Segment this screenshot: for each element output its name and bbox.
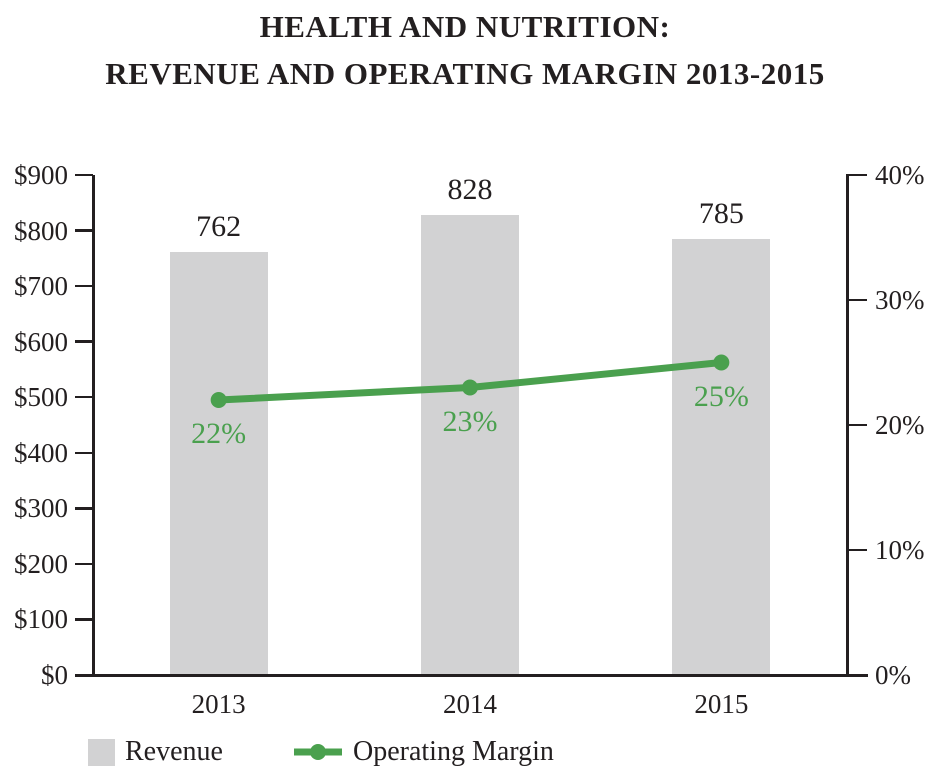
revenue-bar-swatch: [88, 738, 115, 766]
operating-margin-value-label: 23%: [442, 404, 498, 438]
right-axis-tick: [846, 423, 867, 427]
operating-margin-value-label: 22%: [191, 417, 247, 450]
left-axis-tick-label: $500: [14, 382, 68, 413]
left-axis-tick: [75, 618, 93, 621]
legend-label-revenue: Revenue: [125, 736, 223, 767]
right-axis-tick: [846, 298, 867, 302]
revenue-value-label: 785: [698, 196, 744, 230]
legend-item-revenue: Revenue: [88, 738, 223, 766]
left-axis-tick-label: $200: [14, 548, 68, 579]
left-axis-tick-label: $0: [41, 660, 68, 690]
revenue-value-label: 828: [447, 173, 493, 206]
left-axis-tick-label: $600: [14, 326, 68, 357]
legend-item-operating-margin: Operating Margin: [293, 738, 554, 766]
right-axis-tick: [846, 548, 867, 552]
revenue-value-label: 762: [196, 209, 242, 243]
operating-margin-value-label: 25%: [693, 379, 749, 413]
left-axis-tick-label: $900: [14, 160, 68, 190]
category-label-2015: 2015: [694, 689, 749, 719]
left-axis-tick-label: $800: [14, 215, 68, 246]
left-axis-tick: [75, 284, 93, 288]
category-label-2014: 2014: [443, 689, 497, 719]
right-axis-tick: [846, 173, 867, 177]
right-axis-tick-label: 20%: [875, 410, 925, 440]
left-axis-tick: [75, 451, 93, 455]
chart-title-line-1: HEALTH AND NUTRITION:: [259, 9, 671, 44]
chart-title-line-2: REVENUE AND OPERATING MARGIN 2013-2015: [105, 56, 825, 91]
legend-label-operating-margin: Operating Margin: [353, 736, 554, 767]
revenue-bar-2014: [421, 215, 519, 674]
right-axis-tick-label: 0%: [875, 660, 911, 690]
left-axis-tick-label: $100: [14, 604, 68, 635]
left-axis-tick-label: $400: [14, 437, 68, 468]
left-axis-line: [92, 175, 95, 676]
right-axis-tick-label: 10%: [875, 535, 925, 565]
left-axis-tick: [75, 173, 93, 177]
chart-title: HEALTH AND NUTRITION: REVENUE AND OPERAT…: [0, 3, 930, 97]
left-axis-tick: [75, 229, 93, 232]
left-axis-tick-label: $700: [14, 271, 68, 302]
left-axis-tick-label: $300: [14, 493, 68, 524]
left-axis-tick: [75, 562, 93, 566]
revenue-bar-2015: [672, 238, 771, 674]
bottom-axis-line: [75, 674, 868, 677]
left-axis-tick: [75, 340, 93, 343]
left-axis-tick: [75, 395, 93, 399]
right-axis-tick-label: 30%: [875, 285, 925, 315]
category-label-2013: 2013: [191, 689, 246, 719]
operating-margin-line-swatch: [293, 738, 343, 766]
right-axis-tick-label: 40%: [875, 160, 925, 190]
left-axis-tick: [75, 507, 93, 510]
revenue-bar-2013: [169, 251, 268, 674]
